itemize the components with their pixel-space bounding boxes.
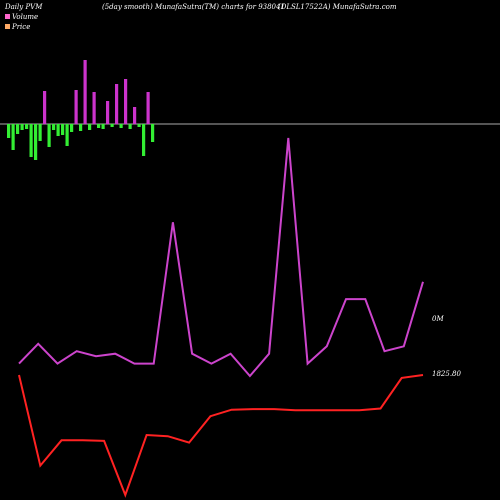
chart-header-source: (DLSL17522A) MunafaSutra.com [278,3,397,11]
volume-bar [70,124,74,132]
price-line [18,374,424,498]
volume-bar [20,124,24,130]
volume-bar [11,124,15,150]
volume-bar [88,124,92,130]
volume-bar [106,101,110,124]
volume-bar [115,84,119,124]
legend-item-price: Price [5,23,30,31]
volume-bar [34,124,38,160]
volume-bar [151,124,155,142]
volume-bar [83,60,87,124]
volume-value-label: 0M [432,315,444,323]
volume-bar [47,124,51,147]
volume-bar [7,124,11,138]
volume-bar [110,124,114,127]
volume-bar [43,91,47,124]
volume-bar [97,124,101,128]
legend-label-volume: Volume [12,13,39,21]
volume-bar [146,92,150,124]
volume-bar [137,124,141,127]
legend-swatch-volume [5,14,10,19]
chart-header-title: (5day smooth) MunafaSutra(TM) charts for… [102,3,285,11]
legend-swatch-price [5,24,10,29]
volume-bar [29,124,33,157]
chart-header-left: Daily PVM [5,3,43,11]
volume-bar [25,124,29,129]
volume-bar [119,124,123,128]
volume-bar [124,79,128,124]
legend-label-price: Price [12,23,31,31]
volume-bar [52,124,56,130]
volume-bar [74,90,78,124]
volume-bar [101,124,105,129]
volume-bar [79,124,83,131]
volume-bar [56,124,60,136]
volume-bar [142,124,146,156]
volume-bar [16,124,20,134]
volume-line [18,137,424,378]
price-value-label: 1825.80 [432,370,461,378]
volume-bar [61,124,65,135]
legend-item-volume: Volume [5,13,38,21]
volume-bars [7,60,155,160]
volume-bar [38,124,42,141]
volume-bar [128,124,132,129]
volume-bar [133,107,137,124]
volume-bar [92,92,96,124]
volume-bar [65,124,69,146]
